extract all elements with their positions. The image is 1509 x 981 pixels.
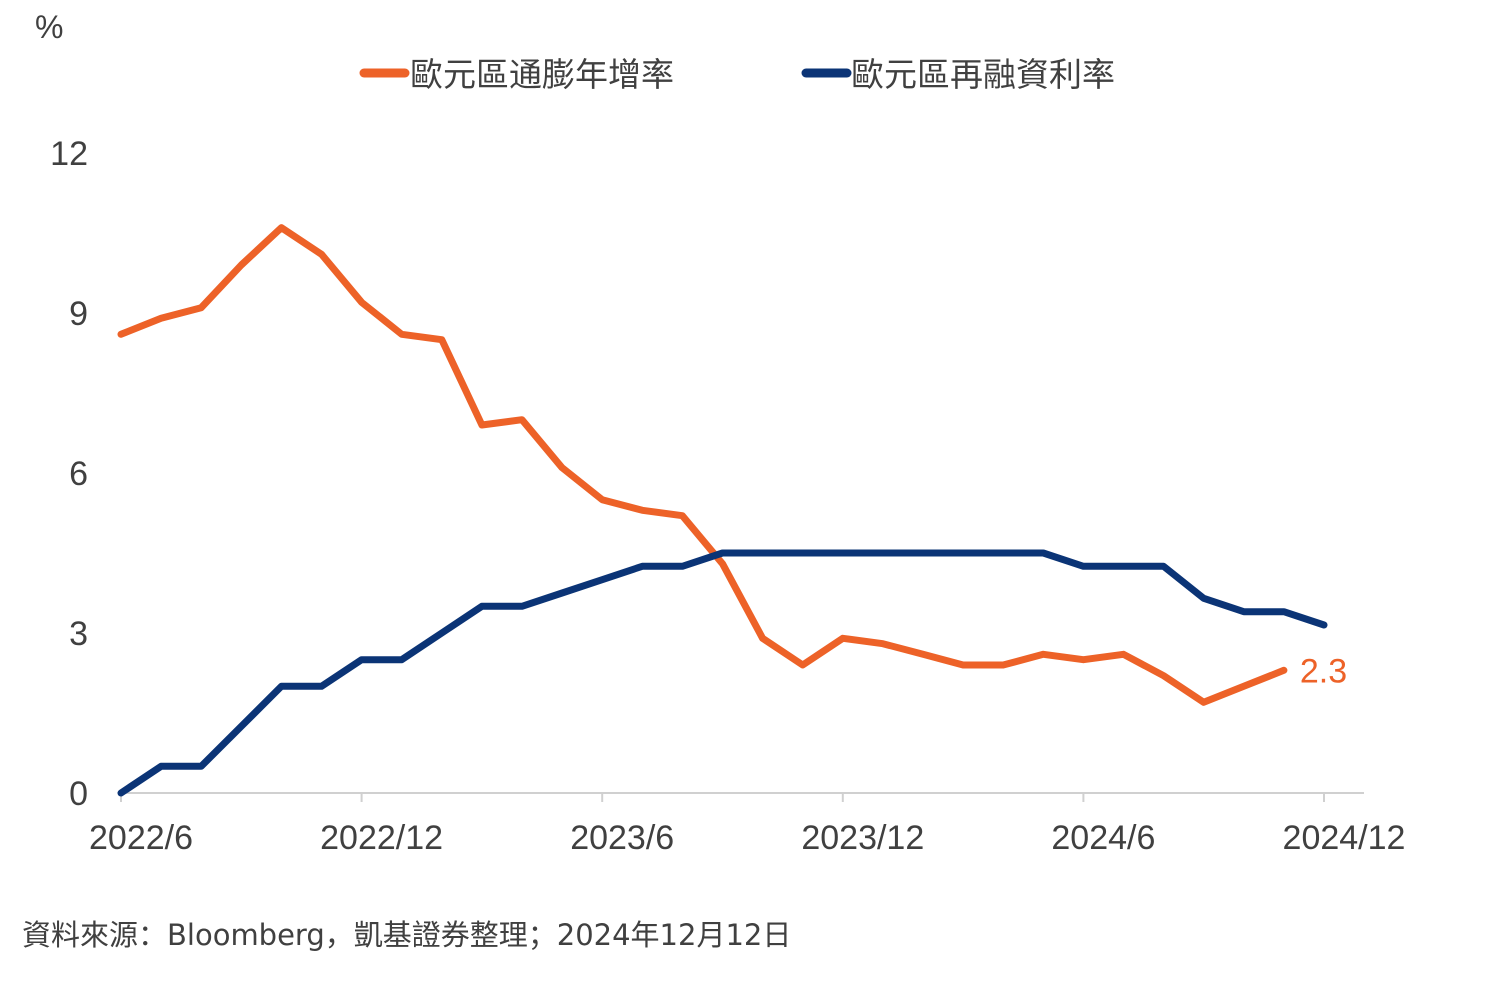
x-tick-label: 2024/6 bbox=[1051, 819, 1155, 857]
series-end-value-label: 2.3 bbox=[1300, 652, 1347, 690]
x-tick-label: 2024/12 bbox=[1283, 819, 1406, 857]
series-layer: 2.3 bbox=[117, 224, 1347, 797]
x-tick-label: 2023/12 bbox=[801, 819, 924, 857]
legend: 歐元區通膨年增率 歐元區再融資利率 bbox=[359, 55, 1115, 94]
series-line-refi-rate bbox=[117, 549, 1328, 797]
y-tick-label: 6 bbox=[69, 455, 88, 493]
legend-label-inflation: 歐元區通膨年增率 bbox=[410, 55, 674, 94]
source-note: 資料來源：Bloomberg，凱基證券整理；2024年12月12日 bbox=[22, 918, 791, 952]
x-axis: 2022/6 2022/12 2023/6 2023/12 2024/6 2024/12 bbox=[89, 792, 1406, 857]
x-tick-label: 2022/6 bbox=[89, 819, 193, 857]
y-tick-label: 3 bbox=[69, 615, 88, 653]
y-axis-ticks: 0 3 6 9 12 bbox=[50, 135, 88, 813]
y-tick-label: 12 bbox=[50, 135, 88, 173]
x-tick-label: 2023/6 bbox=[570, 819, 674, 857]
y-tick-label: 0 bbox=[69, 775, 88, 813]
legend-label-refi-rate: 歐元區再融資利率 bbox=[851, 55, 1115, 94]
x-tick-label: 2022/12 bbox=[320, 819, 443, 857]
y-axis-unit-label: % bbox=[35, 9, 63, 45]
series-line-inflation bbox=[117, 224, 1288, 706]
y-tick-label: 9 bbox=[69, 295, 88, 333]
